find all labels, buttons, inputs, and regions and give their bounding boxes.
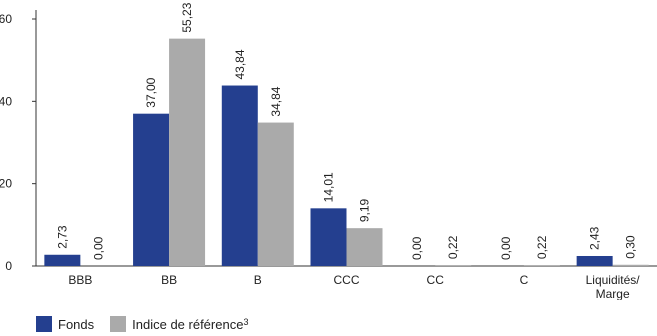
- bar-indice: [257, 122, 294, 266]
- data-label-fonds: 0,00: [499, 236, 513, 260]
- x-category-label: CCC: [334, 273, 360, 287]
- data-label-fonds: 2,73: [55, 225, 69, 249]
- y-tick-label: 60: [0, 12, 12, 26]
- legend-label-indice: Indice de référence: [132, 316, 244, 332]
- x-category-label: BBB: [68, 273, 92, 287]
- data-label-indice: 0,00: [91, 236, 105, 260]
- bar-chart: 0 20 40 60 2,73 0,00 BBB 37,00 55,23 BB 43,84 34,84…: [0, 2, 657, 300]
- legend: Fonds Indice de référence 3: [36, 316, 264, 332]
- data-label-fonds: 2,43: [588, 226, 602, 250]
- x-category-label: Marge: [596, 287, 630, 300]
- data-label-fonds: 37,00: [144, 77, 158, 107]
- x-category-label: BB: [161, 273, 177, 287]
- legend-label-indice-superscript: 3: [243, 317, 249, 327]
- data-label-fonds: 14,01: [322, 172, 336, 202]
- data-label-indice: 0,30: [624, 235, 638, 259]
- bar-fonds: [221, 85, 258, 266]
- data-label-fonds: 43,84: [233, 49, 247, 79]
- y-tick-label: 40: [0, 94, 12, 108]
- legend-item-indice: Indice de référence 3: [110, 316, 248, 332]
- data-label-indice: 34,84: [269, 86, 283, 116]
- bar-fonds: [44, 254, 81, 266]
- legend-swatch-fonds: [36, 316, 52, 332]
- y-tick-label: 20: [0, 177, 12, 191]
- data-label-indice: 55,23: [180, 2, 194, 32]
- x-category-label: C: [520, 273, 529, 287]
- x-category-label: CC: [427, 273, 445, 287]
- bar-indice: [346, 228, 383, 266]
- bar-indice: [435, 265, 472, 266]
- bar-indice: [523, 265, 560, 266]
- bar-indice: [612, 264, 649, 266]
- bar-fonds: [133, 113, 170, 266]
- data-label-indice: 0,22: [446, 235, 460, 259]
- legend-item-fonds: Fonds: [36, 316, 94, 332]
- legend-swatch-indice: [110, 316, 127, 332]
- data-label-fonds: 0,00: [410, 236, 424, 260]
- data-label-indice: 0,22: [535, 235, 549, 259]
- bar-indice: [169, 38, 206, 266]
- bar-fonds: [576, 255, 613, 266]
- bar-fonds: [310, 208, 347, 266]
- x-category-label: B: [254, 273, 262, 287]
- data-label-indice: 9,19: [358, 198, 372, 222]
- x-category-label: Liquidités/: [586, 273, 641, 287]
- legend-label-fonds: Fonds: [58, 316, 95, 332]
- y-tick-label: 0: [5, 259, 12, 273]
